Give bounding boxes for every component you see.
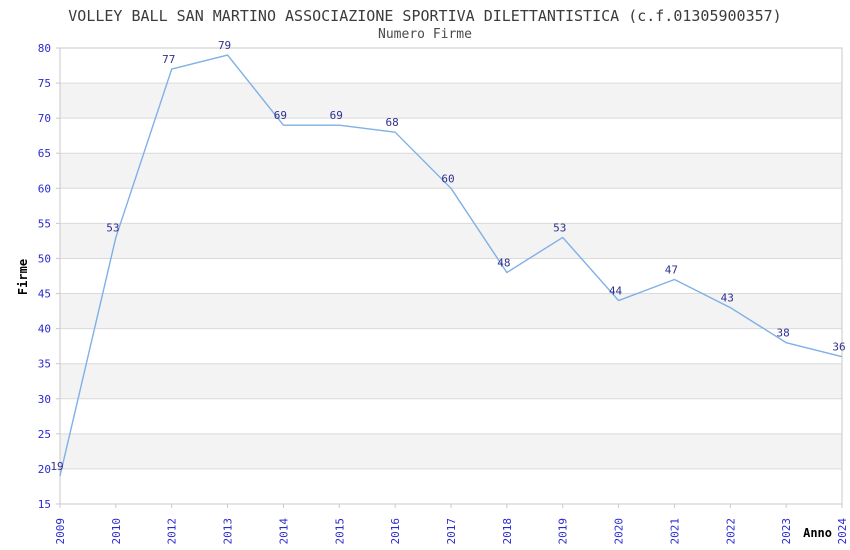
x-tick-label: 2023: [780, 518, 793, 545]
x-axis-title: Anno: [803, 526, 832, 540]
point-label: 69: [274, 109, 287, 122]
y-tick-label: 75: [38, 77, 51, 90]
point-label: 48: [497, 256, 510, 269]
plot-band: [60, 293, 842, 329]
chart-title: VOLLEY BALL SAN MARTINO ASSOCIAZIONE SPO…: [68, 7, 782, 25]
plot-band: [60, 398, 842, 434]
data-line: [59, 54, 843, 477]
y-tick-label: 70: [38, 112, 51, 125]
plot-band: [60, 433, 842, 469]
point-label: 69: [330, 109, 343, 122]
point-label: 53: [553, 221, 566, 234]
y-tick-label: 55: [38, 217, 51, 230]
y-tick-label: 65: [38, 147, 51, 160]
point-label: 79: [218, 39, 231, 52]
x-tick-label: 2021: [668, 518, 681, 545]
x-tick-label: 2009: [54, 518, 67, 545]
plot-band: [60, 328, 842, 364]
x-tick-label: 2018: [501, 518, 514, 545]
x-tick-label: 2015: [333, 518, 346, 545]
plot-band: [60, 48, 842, 84]
y-tick-label: 30: [38, 393, 51, 406]
y-tick-label: 45: [38, 288, 51, 301]
y-tick-label: 60: [38, 182, 51, 195]
point-label: 47: [665, 264, 678, 277]
x-tick-label: 2017: [445, 518, 458, 545]
plot-band: [60, 468, 842, 504]
point-label: 38: [777, 327, 790, 340]
y-tick-label: 25: [38, 428, 51, 441]
x-tick-label: 2014: [277, 518, 290, 545]
plot-band: [60, 363, 842, 399]
point-label: 68: [386, 116, 399, 129]
point-label: 44: [609, 285, 623, 298]
y-axis-title: Firme: [16, 259, 30, 295]
x-tick-label: 2022: [724, 518, 737, 545]
y-tick-label: 20: [38, 463, 51, 476]
plot-band: [60, 118, 842, 154]
point-label: 60: [441, 172, 454, 185]
plot-band: [60, 188, 842, 224]
x-tick-label: 2019: [557, 518, 570, 545]
x-tick-label: 2016: [389, 518, 402, 545]
point-label: 19: [50, 460, 63, 473]
plot-band: [60, 83, 842, 119]
point-label: 53: [106, 221, 119, 234]
y-tick-label: 15: [38, 498, 51, 511]
x-tick-label: 2012: [166, 518, 179, 545]
y-tick-label: 50: [38, 252, 51, 265]
point-label: 43: [721, 292, 734, 305]
x-tick-label: 2024: [836, 518, 849, 545]
x-tick-label: 2013: [222, 518, 235, 545]
plot-band: [60, 258, 842, 294]
point-label: 77: [162, 53, 175, 66]
y-tick-label: 35: [38, 358, 51, 371]
x-tick-label: 2010: [110, 518, 123, 545]
plot-band: [60, 223, 842, 259]
x-tick-label: 2020: [613, 518, 626, 545]
chart-subtitle: Numero Firme: [378, 27, 472, 42]
y-tick-label: 80: [38, 42, 51, 55]
plot-band: [60, 153, 842, 189]
point-label: 36: [832, 341, 845, 354]
y-tick-label: 40: [38, 323, 51, 336]
